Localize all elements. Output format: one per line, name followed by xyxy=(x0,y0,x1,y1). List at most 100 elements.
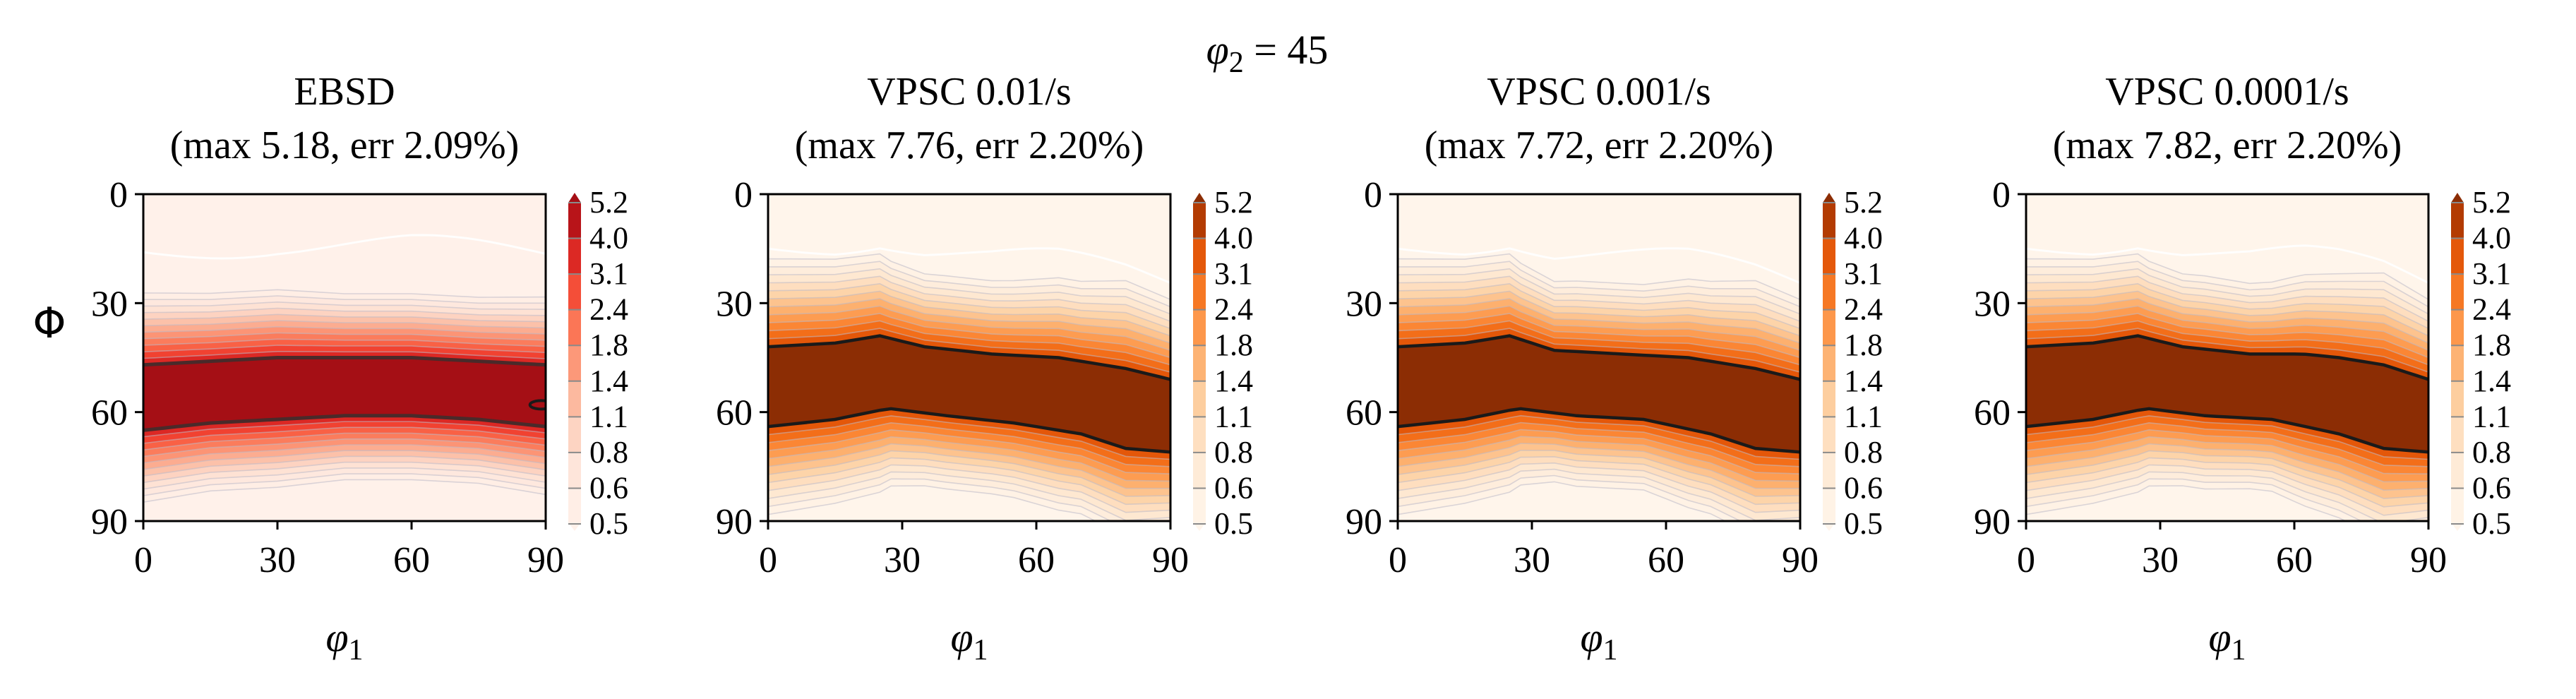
colorbar-segment xyxy=(568,381,581,417)
colorbar-segment xyxy=(1193,452,1206,489)
colorbar-tick-label: 4.0 xyxy=(589,221,628,256)
colorbar-tick-label: 2.4 xyxy=(1214,292,1253,327)
colorbar-segment xyxy=(568,238,581,275)
y-tick-label: 90 xyxy=(716,502,753,542)
plot-frame xyxy=(142,193,547,522)
y-tick-label: 60 xyxy=(1974,393,2011,434)
colorbar-tick-label: 0.8 xyxy=(589,435,628,470)
colorbar-segment xyxy=(1193,274,1206,311)
low-contour-line xyxy=(2026,244,2428,285)
colorbar-segment xyxy=(568,345,581,382)
density-field xyxy=(2026,194,2428,521)
colorbar-segment xyxy=(1193,309,1206,346)
colorbar-segment xyxy=(1823,203,1835,239)
colorbar-extend-arrow xyxy=(2451,193,2464,203)
density-field xyxy=(768,194,1170,521)
max-contour-line-upper xyxy=(2026,334,2428,381)
max-contour-line-lower xyxy=(768,407,1170,454)
colorbar-tick-label: 3.1 xyxy=(1214,256,1253,291)
colorbar-segment xyxy=(1193,381,1206,417)
colorbar-segment xyxy=(2451,345,2464,382)
colorbar-tick-label: 0.5 xyxy=(1844,506,1883,541)
x-axis-label: φ1 xyxy=(325,614,363,667)
colorbar-segment xyxy=(2451,488,2464,525)
colorbar-tick-label: 0.6 xyxy=(2472,470,2511,505)
colorbar-segment xyxy=(1193,238,1206,275)
x-tick-label: 60 xyxy=(1648,540,1684,580)
panel-title: VPSC 0.0001/s xyxy=(2105,70,2349,114)
y-tick-label: 0 xyxy=(734,175,753,215)
colorbar-tick-label: 5.2 xyxy=(589,185,628,220)
colorbar-segment xyxy=(568,488,581,525)
colorbar: 5.24.03.12.41.81.41.10.80.60.5 xyxy=(568,185,628,541)
colorbar-tick-label: 3.1 xyxy=(589,256,628,291)
colorbar-segment xyxy=(2451,309,2464,346)
colorbar-tick-label: 1.8 xyxy=(1214,328,1253,362)
y-tick-label: 90 xyxy=(91,502,128,542)
x-axis-label: φ1 xyxy=(2208,614,2246,667)
max-contour-line-upper xyxy=(1398,334,1800,381)
low-contour-line xyxy=(768,247,1170,285)
x-tick-label: 60 xyxy=(1018,540,1055,580)
colorbar-segment xyxy=(1823,345,1835,382)
contour-level-max xyxy=(768,335,1170,453)
colorbar-tick-label: 1.8 xyxy=(589,328,628,362)
colorbar-tick-label: 0.5 xyxy=(1214,506,1253,541)
panel-subtitle: (max 7.72, err 2.20%) xyxy=(1425,124,1774,167)
x-tick-label: 60 xyxy=(393,540,430,580)
low-contour-line xyxy=(143,234,546,260)
max-contour-line-upper xyxy=(143,356,546,367)
colorbar-tick-label: 3.1 xyxy=(1844,256,1883,291)
y-tick-label: 30 xyxy=(1974,284,2011,324)
y-axis-label: Φ xyxy=(32,299,66,348)
x-tick-label: 90 xyxy=(1782,540,1819,580)
colorbar-tick-label: 0.6 xyxy=(589,470,628,505)
y-tick-label: 90 xyxy=(1974,502,2011,542)
colorbar-tick-label: 4.0 xyxy=(1214,221,1253,256)
colorbar-segment xyxy=(1823,274,1835,311)
y-tick-label: 0 xyxy=(1992,175,2011,215)
density-field xyxy=(143,194,546,521)
x-tick-label: 90 xyxy=(1152,540,1189,580)
max-contour-line-upper xyxy=(768,334,1170,381)
colorbar: 5.24.03.12.41.81.41.10.80.60.5 xyxy=(1193,185,1253,541)
colorbar-tick-label: 0.8 xyxy=(2472,435,2511,470)
y-tick-label: 30 xyxy=(1346,284,1382,324)
y-tick-label: 90 xyxy=(1346,502,1382,542)
colorbar-tick-label: 2.4 xyxy=(2472,292,2511,327)
x-tick-label: 0 xyxy=(2017,540,2035,580)
plot-frame xyxy=(767,193,1172,522)
panel-title: VPSC 0.01/s xyxy=(867,70,1071,114)
panel-subtitle: (max 7.82, err 2.20%) xyxy=(2053,124,2402,167)
panel-subtitle: (max 5.18, err 2.09%) xyxy=(170,124,520,167)
y-tick-label: 60 xyxy=(716,393,753,434)
x-tick-label: 90 xyxy=(527,540,564,580)
colorbar-tick-label: 0.8 xyxy=(1844,435,1883,470)
x-tick-label: 90 xyxy=(2410,540,2447,580)
x-tick-label: 30 xyxy=(259,540,296,580)
x-tick-label: 30 xyxy=(2142,540,2179,580)
max-contour-line-lower xyxy=(143,414,546,432)
colorbar-tick-label: 1.1 xyxy=(1214,399,1253,434)
colorbar-extend-arrow xyxy=(568,193,581,203)
colorbar-segment xyxy=(1193,488,1206,525)
figure-suptitle: φ2 = 45 xyxy=(1206,27,1329,79)
colorbar-segment xyxy=(1823,238,1835,275)
colorbar-segment xyxy=(1193,203,1206,239)
panel-title: EBSD xyxy=(294,70,395,114)
colorbar-tick-label: 1.4 xyxy=(589,364,628,398)
colorbar-tick-label: 0.5 xyxy=(589,506,628,541)
colorbar-tick-label: 3.1 xyxy=(2472,256,2511,291)
contour-level-max xyxy=(1398,335,1800,453)
colorbar-segment xyxy=(568,309,581,346)
colorbar-tick-label: 0.5 xyxy=(2472,506,2511,541)
colorbar-segment xyxy=(1823,381,1835,417)
density-field xyxy=(1398,194,1800,521)
colorbar-segment xyxy=(2451,203,2464,239)
colorbar-segment xyxy=(1823,309,1835,346)
colorbar-segment xyxy=(568,274,581,311)
panel-subtitle: (max 7.76, err 2.20%) xyxy=(795,124,1144,167)
